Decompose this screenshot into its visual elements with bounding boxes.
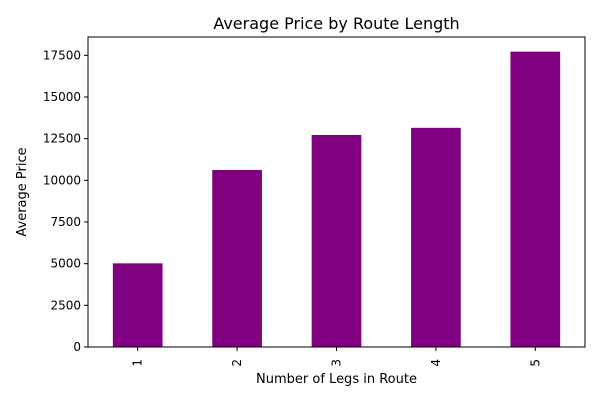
y-axis-label: Average Price xyxy=(15,147,30,236)
y-tick-label-2500: 2500 xyxy=(50,298,81,312)
bar-2 xyxy=(212,170,262,347)
bar-5 xyxy=(510,51,561,348)
x-tick-label-3: 3 xyxy=(330,359,344,367)
y-axis-ticks: 0 2500 5000 7500 10000 12500 15000 17500 xyxy=(43,48,88,354)
y-tick-label-5000: 5000 xyxy=(50,257,81,271)
bar-4 xyxy=(411,127,461,347)
y-tick-label-0: 0 xyxy=(73,340,81,354)
y-tick-label-10000: 10000 xyxy=(43,173,81,187)
y-tick-label-17500: 17500 xyxy=(43,48,81,62)
y-tick-label-15000: 15000 xyxy=(43,90,81,104)
x-axis-label: Number of Legs in Route xyxy=(256,372,417,387)
y-tick-label-7500: 7500 xyxy=(50,215,81,229)
x-axis-ticks: 1 2 3 4 5 xyxy=(131,347,542,367)
plot-area: 0 2500 5000 7500 10000 12500 15000 17500 1 2 3 4 5 xyxy=(43,36,586,367)
x-tick-label-2: 2 xyxy=(230,359,244,367)
x-tick-label-5: 5 xyxy=(528,359,542,367)
plot-frame xyxy=(87,36,586,348)
bar-1 xyxy=(112,263,163,347)
chart-title: Average Price by Route Length xyxy=(213,14,459,33)
bars-group xyxy=(112,51,561,348)
x-tick-label-1: 1 xyxy=(131,359,145,367)
y-tick-label-12500: 12500 xyxy=(43,132,81,146)
bar-3 xyxy=(311,135,362,347)
x-tick-label-4: 4 xyxy=(429,359,443,367)
